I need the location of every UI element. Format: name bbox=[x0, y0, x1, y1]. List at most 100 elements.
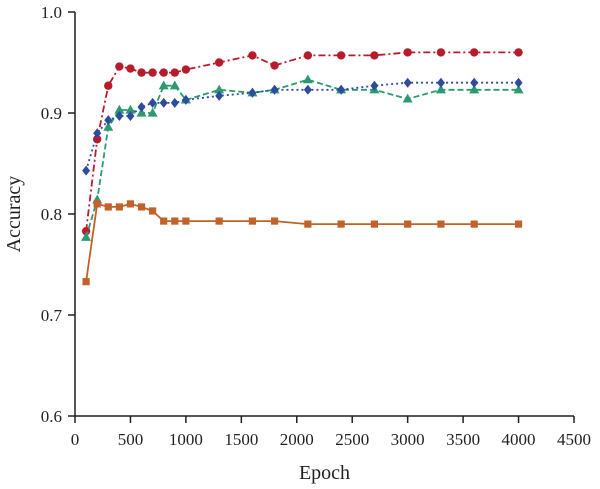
y-axis-title: Accuracy bbox=[3, 176, 25, 253]
data-point bbox=[125, 104, 136, 114]
x-tick-label: 2500 bbox=[335, 430, 369, 449]
x-axis-title: Epoch bbox=[299, 462, 350, 484]
x-tick-label: 4500 bbox=[557, 430, 591, 449]
data-point bbox=[137, 68, 146, 77]
x-tick-label: 500 bbox=[118, 430, 144, 449]
series-3 bbox=[82, 200, 523, 286]
series-0 bbox=[81, 48, 523, 236]
data-point bbox=[214, 84, 225, 94]
x-tick-label: 1500 bbox=[224, 430, 258, 449]
data-point bbox=[514, 48, 523, 57]
data-point bbox=[181, 94, 190, 105]
data-point bbox=[303, 84, 312, 95]
series-1 bbox=[81, 74, 524, 241]
data-point bbox=[337, 220, 345, 228]
plot-area bbox=[81, 48, 524, 286]
data-point bbox=[270, 61, 279, 70]
data-point bbox=[248, 51, 257, 60]
data-point bbox=[436, 77, 445, 88]
data-point bbox=[304, 220, 312, 228]
data-point bbox=[159, 68, 168, 77]
series-2 bbox=[82, 77, 523, 176]
data-point bbox=[370, 80, 379, 91]
data-point bbox=[403, 48, 412, 57]
x-tick-label: 0 bbox=[71, 430, 80, 449]
data-point bbox=[170, 68, 179, 77]
y-tick-label: 0.8 bbox=[41, 205, 62, 224]
data-point bbox=[126, 64, 135, 73]
data-point bbox=[303, 51, 313, 60]
data-point bbox=[160, 217, 168, 225]
data-point bbox=[136, 107, 147, 117]
y-tick-label: 0.9 bbox=[41, 104, 62, 123]
series-line bbox=[85, 202, 519, 282]
data-point bbox=[104, 81, 113, 90]
data-point bbox=[148, 97, 157, 108]
data-point bbox=[170, 97, 179, 108]
data-point bbox=[302, 74, 313, 84]
x-tick-label: 2000 bbox=[280, 430, 314, 449]
data-point bbox=[159, 97, 168, 108]
data-point bbox=[137, 101, 146, 112]
data-point bbox=[470, 220, 478, 228]
data-point bbox=[436, 48, 446, 57]
data-point bbox=[513, 84, 524, 94]
data-point bbox=[169, 80, 180, 90]
y-tick-label: 0.6 bbox=[41, 407, 62, 426]
x-tick-label: 3000 bbox=[391, 430, 425, 449]
series-line bbox=[85, 81, 519, 171]
data-point bbox=[402, 93, 413, 103]
data-point bbox=[469, 84, 480, 94]
data-point bbox=[158, 80, 169, 90]
data-point bbox=[103, 121, 114, 131]
x-tick-label: 1000 bbox=[169, 430, 203, 449]
data-point bbox=[248, 87, 257, 98]
data-point bbox=[470, 77, 479, 88]
data-point bbox=[104, 115, 113, 126]
y-ticks: 0.6 0.7 0.8 0.9 1.0 bbox=[41, 3, 75, 426]
data-point bbox=[149, 207, 157, 215]
data-point bbox=[215, 90, 224, 101]
data-point bbox=[215, 217, 223, 225]
data-point bbox=[93, 200, 101, 208]
y-tick-label: 1.0 bbox=[41, 3, 62, 22]
data-point bbox=[148, 68, 157, 77]
data-point bbox=[370, 51, 379, 60]
data-point bbox=[181, 65, 191, 74]
data-point bbox=[104, 203, 112, 211]
data-point bbox=[437, 220, 445, 228]
data-point bbox=[82, 165, 91, 176]
data-point bbox=[270, 84, 279, 95]
data-point bbox=[403, 77, 412, 88]
data-point bbox=[336, 51, 346, 60]
data-point bbox=[470, 48, 479, 57]
data-point bbox=[115, 203, 123, 211]
data-point bbox=[271, 217, 279, 225]
data-point bbox=[115, 111, 124, 122]
data-point bbox=[114, 104, 125, 114]
y-tick-label: 0.7 bbox=[41, 306, 63, 325]
data-point bbox=[126, 111, 135, 122]
data-point bbox=[182, 217, 190, 225]
data-point bbox=[337, 84, 346, 95]
data-point bbox=[147, 107, 158, 117]
x-tick-label: 4000 bbox=[502, 430, 536, 449]
data-point bbox=[93, 128, 102, 139]
x-tick-label: 3500 bbox=[446, 430, 480, 449]
data-point bbox=[82, 278, 90, 286]
data-point bbox=[514, 77, 523, 88]
data-point bbox=[115, 62, 124, 71]
data-point bbox=[81, 232, 92, 241]
data-point bbox=[404, 220, 412, 228]
data-point bbox=[248, 217, 257, 225]
data-point bbox=[435, 84, 446, 94]
data-point bbox=[126, 200, 135, 208]
x-ticks: 0 500 1000 1500 2000 2500 3000 3500 4000 4500 bbox=[71, 416, 591, 449]
data-point bbox=[137, 203, 146, 211]
data-point bbox=[370, 220, 378, 228]
data-point bbox=[171, 217, 179, 225]
series-line bbox=[85, 51, 519, 232]
data-point bbox=[514, 220, 523, 228]
data-point bbox=[214, 58, 224, 67]
